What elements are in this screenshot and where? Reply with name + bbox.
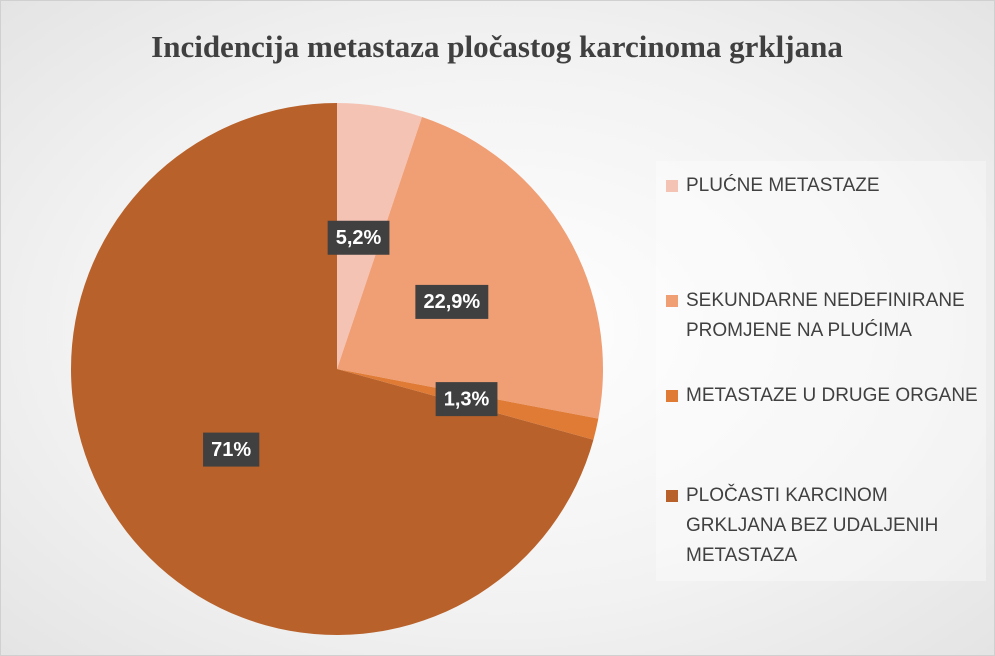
data-label-box <box>415 284 489 319</box>
legend-marker <box>666 390 678 402</box>
legend: PLUĆNE METASTAZE SEKUNDARNE NEDEFINIRANE … <box>656 161 986 581</box>
legend-marker <box>666 180 678 192</box>
data-label-box <box>327 220 390 255</box>
data-label: 22,9% <box>423 291 480 313</box>
legend-entry: METASTAZE U DRUGE ORGANE <box>666 381 986 411</box>
data-label-box <box>435 382 498 417</box>
data-label-box <box>203 432 260 467</box>
legend-label: PLUĆNE METASTAZE <box>686 175 880 196</box>
legend-entry: PLUĆNE METASTAZE <box>666 171 986 201</box>
legend-label: METASTAZE U DRUGE ORGANE <box>686 385 978 406</box>
legend-label: SEKUNDARNE NEDEFINIRANE PROMJENE NA PLUĆ… <box>686 290 965 341</box>
chart-title: Incidencija metastaza pločastog karcinom… <box>151 29 843 64</box>
legend-entry: PLOČASTI KARCINOM GRKLJANA BEZ UDALJENIH… <box>666 481 986 571</box>
legend-entry: SEKUNDARNE NEDEFINIRANE PROMJENE NA PLUĆ… <box>666 286 986 346</box>
legend-label: PLOČASTI KARCINOM GRKLJANA BEZ UDALJENIH… <box>686 485 939 566</box>
legend-marker <box>666 295 678 307</box>
pie-slice <box>71 103 594 635</box>
legend-marker <box>666 490 678 502</box>
data-label: 71% <box>211 439 251 461</box>
data-label: 5,2% <box>336 227 382 249</box>
pie-slice <box>337 116 603 419</box>
data-label: 1,3% <box>444 388 490 410</box>
